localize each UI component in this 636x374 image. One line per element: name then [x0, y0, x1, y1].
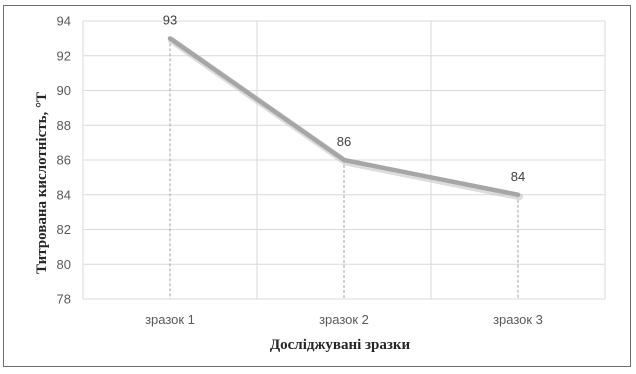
y-tick-label: 92	[57, 48, 71, 63]
y-tick-label: 88	[57, 118, 71, 133]
chart-frame	[3, 5, 631, 367]
data-label: 86	[337, 134, 351, 149]
series-line-group	[167, 36, 523, 201]
x-tick-label: зразок 3	[493, 312, 543, 327]
x-tick-label: зразок 2	[319, 312, 369, 327]
x-axis-title: Досліджувані зразки	[270, 337, 411, 353]
x-tick-labels: зразок 1 зразок 2 зразок 3	[145, 312, 543, 327]
y-tick-label: 80	[57, 257, 71, 272]
data-label: 84	[511, 169, 525, 184]
series-line-shadow	[168, 36, 523, 201]
drop-lines	[169, 38, 519, 299]
y-tick-label: 86	[57, 153, 71, 168]
y-tick-label: 94	[57, 14, 71, 29]
y-tick-label: 78	[57, 292, 71, 307]
x-tick-label: зразок 1	[145, 312, 195, 327]
y-tick-label: 84	[57, 187, 71, 202]
y-tick-label: 82	[57, 222, 71, 237]
data-label: 93	[163, 12, 177, 27]
y-axis-title: Титрована кислотність, °Т	[34, 92, 50, 274]
data-labels: 93 86 84	[163, 12, 525, 183]
y-tick-label: 90	[57, 83, 71, 98]
y-tick-labels: 78 80 82 84 86 88 90 92 94	[57, 14, 71, 307]
vertical-gridlines	[82, 21, 606, 299]
